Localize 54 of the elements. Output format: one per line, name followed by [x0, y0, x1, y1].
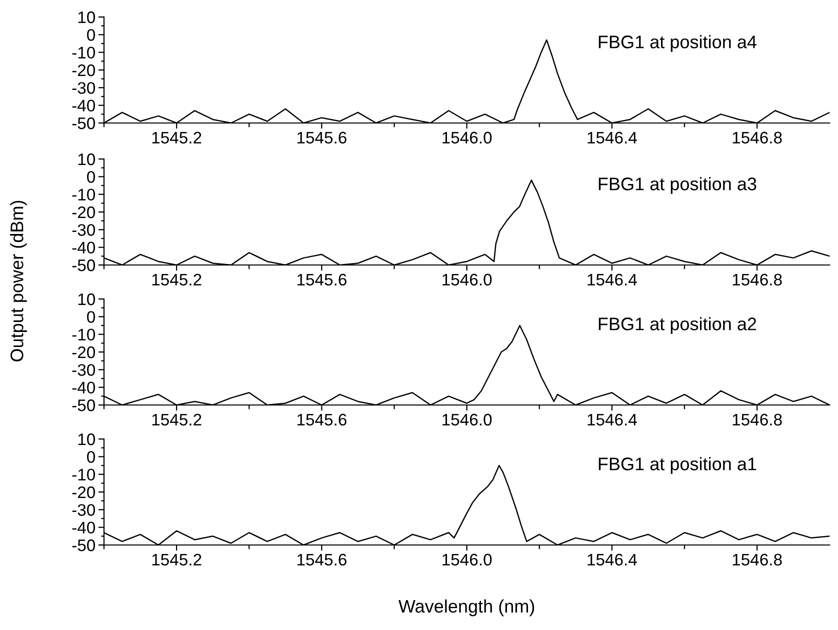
x-tick-label: 1545.6 — [297, 274, 346, 286]
y-tick-label: 0 — [87, 451, 96, 463]
y-tick-label: -50 — [72, 117, 96, 130]
x-tick-label: 1545.6 — [297, 132, 346, 144]
y-tick-label: -40 — [72, 242, 96, 254]
x-tick-label: 1545.6 — [297, 554, 346, 566]
y-tick-label: -30 — [72, 364, 96, 376]
x-tick-label: 1546.0 — [442, 132, 492, 144]
y-tick-label: -30 — [72, 504, 96, 516]
y-tick-label: -10 — [72, 468, 96, 481]
y-tick-label: 0 — [87, 29, 96, 41]
x-tick-label: 1545.2 — [152, 414, 202, 426]
y-tick-label: -20 — [72, 486, 96, 498]
x-tick-label: 1545.2 — [152, 132, 202, 144]
x-tick-label: 1546.8 — [732, 554, 782, 566]
y-tick-label: -50 — [72, 399, 96, 412]
x-tick-label: 1546.0 — [442, 554, 492, 566]
y-tick-label: -50 — [72, 539, 96, 552]
y-tick-label: 0 — [87, 171, 96, 183]
x-axis-title: Wavelength (nm) — [398, 599, 534, 616]
y-tick-label: -20 — [72, 206, 96, 218]
y-tick-label: -30 — [72, 82, 96, 94]
y-tick-label: -40 — [72, 100, 96, 112]
annotation: FBG1 at position a4 — [598, 35, 756, 52]
y-tick-label: -40 — [72, 382, 96, 394]
y-tick-label: -20 — [72, 64, 96, 76]
y-tick-label: -40 — [72, 522, 96, 534]
x-tick-label: 1546.4 — [588, 132, 637, 144]
x-tick-label: 1546.4 — [588, 414, 637, 426]
x-tick-label: 1546.8 — [732, 274, 782, 286]
x-tick-label: 1546.8 — [732, 132, 782, 144]
y-tick-label: -20 — [72, 346, 96, 358]
x-tick-label: 1545.6 — [297, 414, 346, 426]
x-tick-label: 1546.4 — [588, 274, 637, 286]
x-tick-label: 1546.0 — [442, 274, 492, 286]
y-tick-label: 10 — [78, 11, 96, 24]
x-tick-label: 1545.2 — [152, 554, 202, 566]
y-tick-label: -10 — [72, 46, 96, 59]
annotation: FBG1 at position a1 — [598, 457, 756, 474]
x-tick-label: 1546.0 — [442, 414, 492, 426]
x-tick-label: 1546.8 — [732, 414, 782, 426]
y-tick-label: -10 — [72, 328, 96, 341]
annotation: FBG1 at position a3 — [598, 177, 756, 194]
annotation: FBG1 at position a2 — [598, 317, 756, 334]
y-tick-label: 10 — [78, 293, 96, 306]
y-axis-title: Output power (dBm) — [10, 200, 27, 362]
y-tick-label: 10 — [78, 433, 96, 446]
x-tick-label: 1546.4 — [588, 554, 637, 566]
x-tick-label: 1545.2 — [152, 274, 202, 286]
y-tick-label: -10 — [72, 188, 96, 201]
y-tick-label: -50 — [72, 259, 96, 272]
y-tick-label: 0 — [87, 311, 96, 323]
y-tick-label: 10 — [78, 153, 96, 166]
y-tick-label: -30 — [72, 224, 96, 236]
